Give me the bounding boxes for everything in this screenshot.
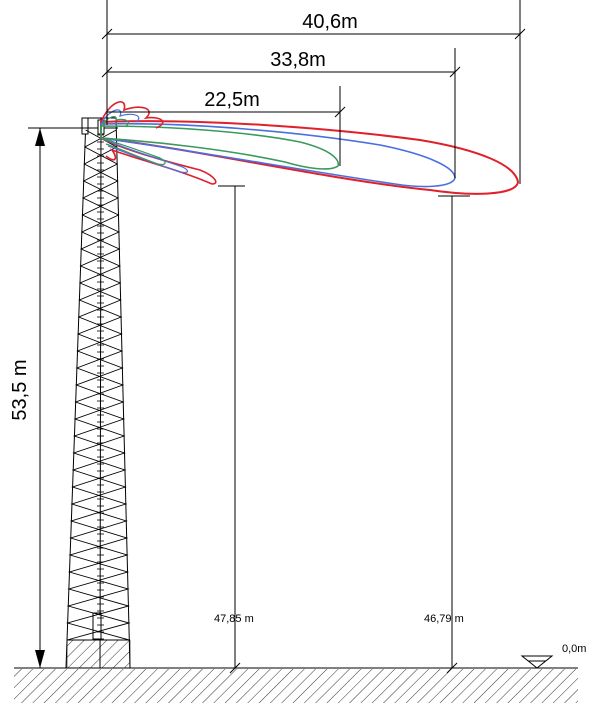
height-point-2-label: 46,79 m bbox=[424, 613, 464, 625]
tower-height-dimension: 53,5 m bbox=[9, 127, 88, 668]
height-markers: 47,85 m 46,79 m bbox=[214, 185, 470, 674]
radiation-lobes bbox=[100, 101, 520, 195]
range-green-label: 22,5m bbox=[204, 89, 260, 111]
ground-level-label: 0,0m bbox=[562, 643, 586, 655]
ground bbox=[14, 667, 578, 703]
lattice-tower bbox=[65, 117, 131, 669]
blue-lobe bbox=[100, 122, 456, 188]
range-red-label: 40,6m bbox=[302, 11, 358, 33]
range-dimensions: 40,6m 33,8m 22,5m bbox=[101, 0, 526, 184]
green-lobe bbox=[100, 125, 340, 170]
red-lobe bbox=[100, 120, 520, 195]
height-point-1-label: 47,85 m bbox=[214, 613, 254, 625]
ground-level-marker: 0,0m bbox=[520, 643, 586, 669]
range-blue-label: 33,8m bbox=[270, 49, 326, 71]
tower-height-label: 53,5 m bbox=[9, 359, 31, 420]
